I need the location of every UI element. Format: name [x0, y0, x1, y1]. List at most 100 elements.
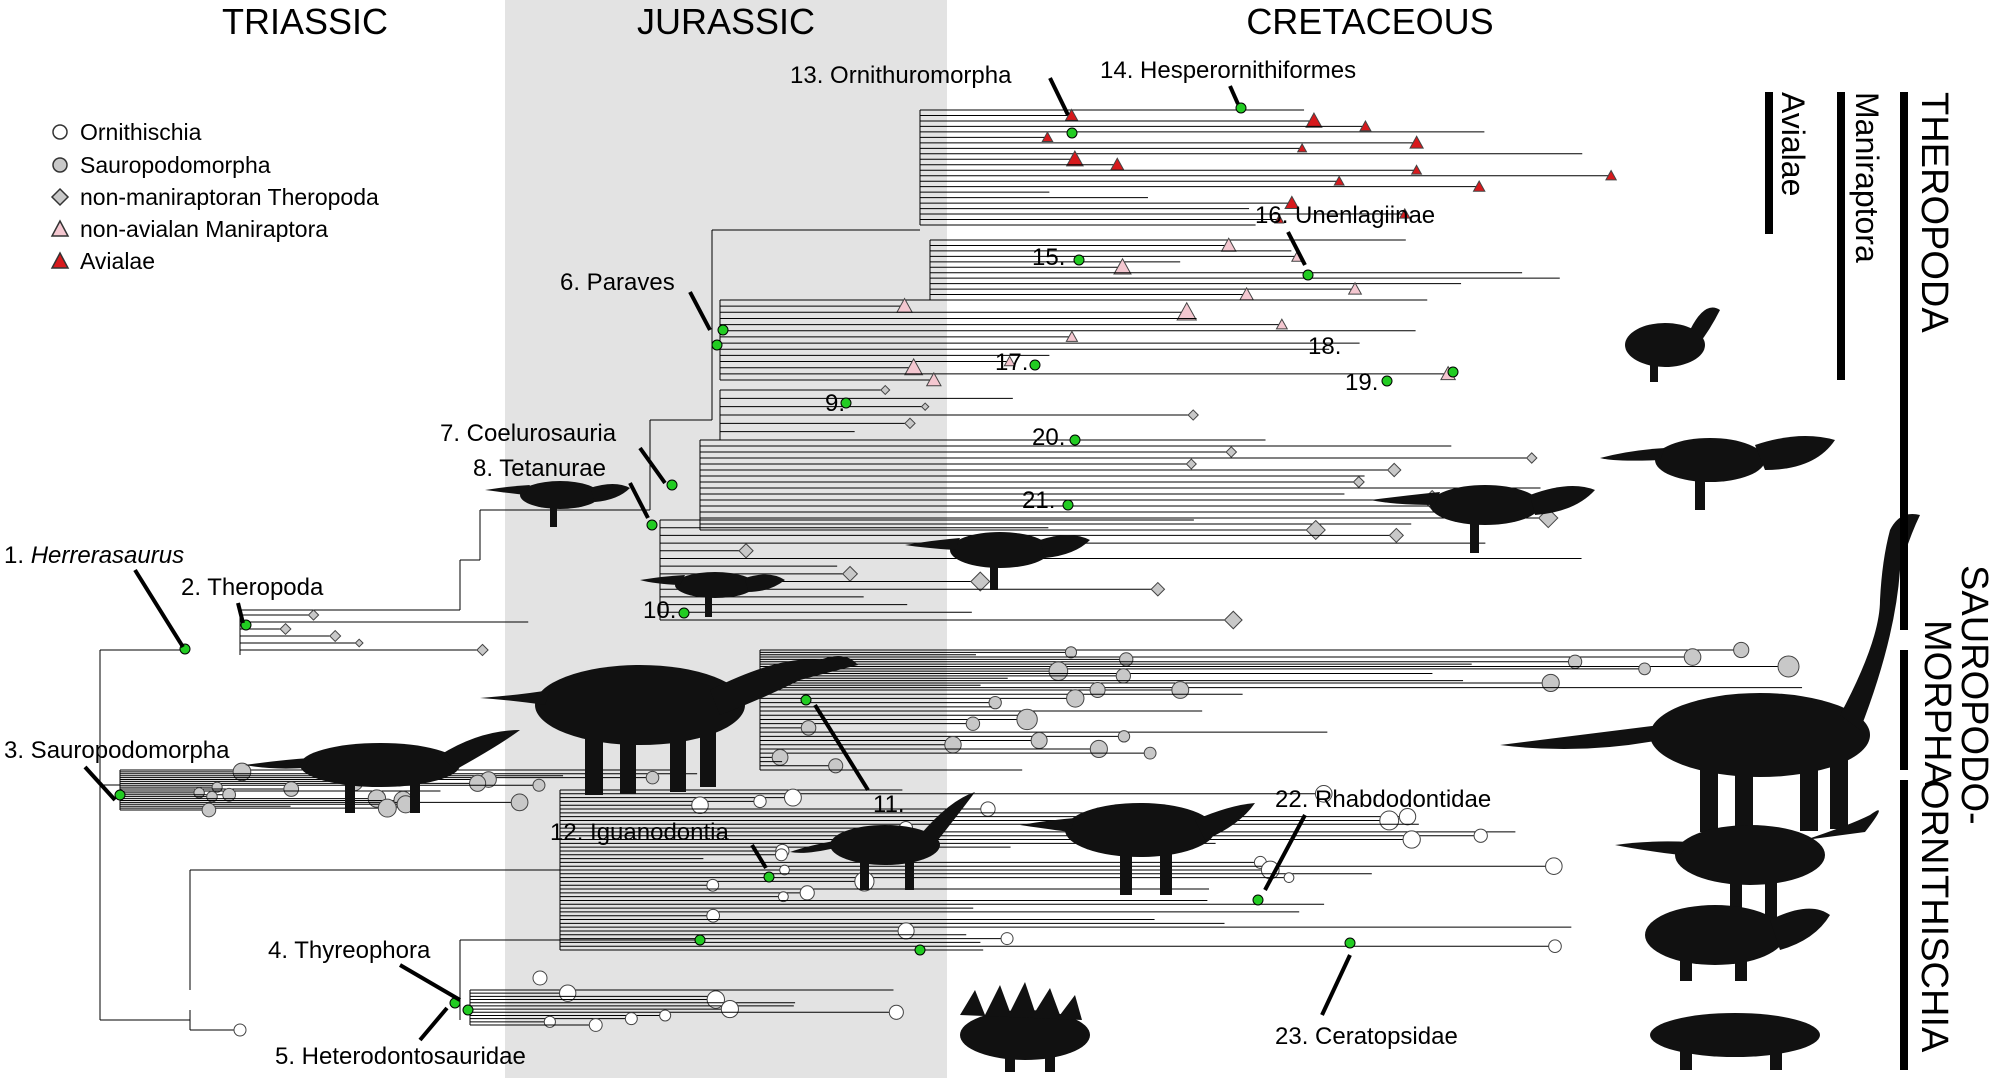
clade-node [717, 324, 729, 336]
arrow-2 [236, 602, 245, 624]
clade-label-15: 15. [1032, 244, 1065, 271]
taxon-marker [880, 384, 891, 396]
arrow-22 [1263, 814, 1307, 891]
theropod-jurassic-silhouette [905, 532, 1090, 590]
taxon-marker [980, 801, 996, 817]
clade-label-3: 3. Sauropodomorpha [4, 737, 230, 764]
taxon-marker [897, 922, 915, 940]
taxon-marker [888, 1004, 904, 1020]
taxon-marker [645, 770, 660, 785]
ornithischia-label: ORNITHISCHIA [1913, 780, 1955, 1053]
clade-node [462, 1004, 474, 1016]
clade-label-13: 13. Ornithuromorpha [790, 62, 1012, 89]
taxon-marker [1683, 648, 1702, 666]
clade-label-5: 5. Heterodontosauridae [275, 1043, 526, 1070]
sauropodomorpha-bar [1900, 650, 1908, 770]
taxon-marker [904, 357, 924, 376]
taxon-marker [1283, 872, 1295, 884]
taxon-marker [279, 622, 292, 636]
theropoda-label: THEROPODA [1913, 92, 1955, 333]
taxon-marker [510, 793, 529, 812]
legend-marker-theropoda [50, 187, 70, 207]
period-cretaceous: CRETACEOUS [1246, 1, 1493, 42]
taxon-marker [476, 643, 489, 657]
legend-marker-sauropodomorpha [52, 157, 68, 173]
clade-label-1: 1. Herrerasaurus [4, 542, 184, 569]
clade-label-7: 7. Coelurosauria [440, 420, 617, 447]
taxon-marker [1409, 135, 1425, 149]
taxon-marker [1113, 257, 1132, 275]
therizinosaur-silhouette [1625, 307, 1720, 382]
taxon-marker [1537, 507, 1559, 529]
clade-node [1235, 102, 1247, 114]
arrow-13 [1048, 77, 1070, 116]
taxon-marker [1064, 108, 1079, 121]
taxon-marker [1089, 681, 1106, 699]
taxon-marker [532, 970, 548, 986]
clade-node [840, 397, 852, 409]
taxon-marker [1048, 661, 1069, 681]
arrow-6 [688, 291, 712, 331]
hadrosaur-silhouette [1615, 810, 1879, 920]
tyrannosaur-silhouette [1600, 436, 1835, 510]
taxon-marker [1605, 169, 1618, 181]
taxon-marker [307, 609, 320, 621]
clade-node [914, 944, 926, 956]
clade-node [1066, 127, 1078, 139]
taxon-marker [970, 571, 991, 592]
taxon-marker [1347, 281, 1363, 295]
taxon-marker [543, 1015, 556, 1028]
clade-label-17: 17. [995, 349, 1028, 376]
legend: Ornithischia Sauropodomorpha non-manirap… [50, 119, 379, 274]
taxon-marker [1030, 732, 1048, 750]
taxon-marker [720, 1000, 739, 1019]
taxon-marker [1541, 673, 1560, 693]
sauropod-large-silhouette [1500, 514, 1920, 832]
taxon-marker [774, 848, 788, 862]
period-jurassic: JURASSIC [637, 1, 815, 42]
clade-node [1381, 375, 1393, 387]
taxon-marker [1187, 409, 1199, 421]
taxon-marker [965, 716, 981, 731]
taxon-marker [1733, 641, 1750, 659]
ceratopsian-silhouette [1645, 905, 1830, 981]
clade-label-1-number: 1. [4, 542, 24, 569]
group-bars: Avialae Maniraptora THEROPODA SAUROPODO-… [1765, 92, 1995, 1070]
taxon-marker [1223, 610, 1243, 630]
maniraptora-bar [1837, 92, 1845, 380]
taxon-marker [1379, 810, 1400, 831]
taxon-marker [1545, 857, 1563, 875]
taxon-marker [988, 695, 1002, 710]
taxon-marker [828, 758, 844, 774]
sauropodomorpha-label-2: MORPHA [1916, 620, 1958, 787]
taxon-marker [1284, 195, 1300, 209]
taxon-marker [1352, 475, 1365, 489]
taxon-marker [1239, 286, 1255, 301]
clade-label-10: 10. [643, 597, 676, 624]
arrow-7 [638, 446, 667, 485]
legend-label-maniraptora: non-avialan Maniraptora [80, 216, 328, 242]
taxon-marker [1359, 120, 1372, 132]
taxon-marker [624, 1012, 638, 1026]
taxon-marker [779, 864, 790, 876]
taxon-marker [1225, 446, 1238, 458]
maniraptora-label: Maniraptora [1849, 92, 1885, 263]
label-arrows [83, 77, 1352, 1042]
clade-node [1073, 254, 1085, 266]
taxon-marker [283, 781, 300, 797]
taxon-marker [377, 798, 397, 818]
clade-label-12: 12. Iguanodontia [550, 819, 729, 846]
clade-node [1069, 434, 1081, 446]
taxon-marker [799, 885, 815, 901]
arrow-14 [1228, 85, 1240, 105]
taxon-marker [1305, 519, 1326, 541]
arrow-11 [813, 703, 870, 792]
clade-node [1344, 937, 1356, 949]
arrow-12 [750, 843, 768, 870]
clade-label-11: 11. [873, 791, 905, 818]
stegosaur-silhouette [960, 982, 1090, 1072]
taxon-marker [944, 736, 962, 754]
clade-node [694, 934, 706, 946]
clade-node [1029, 359, 1041, 371]
